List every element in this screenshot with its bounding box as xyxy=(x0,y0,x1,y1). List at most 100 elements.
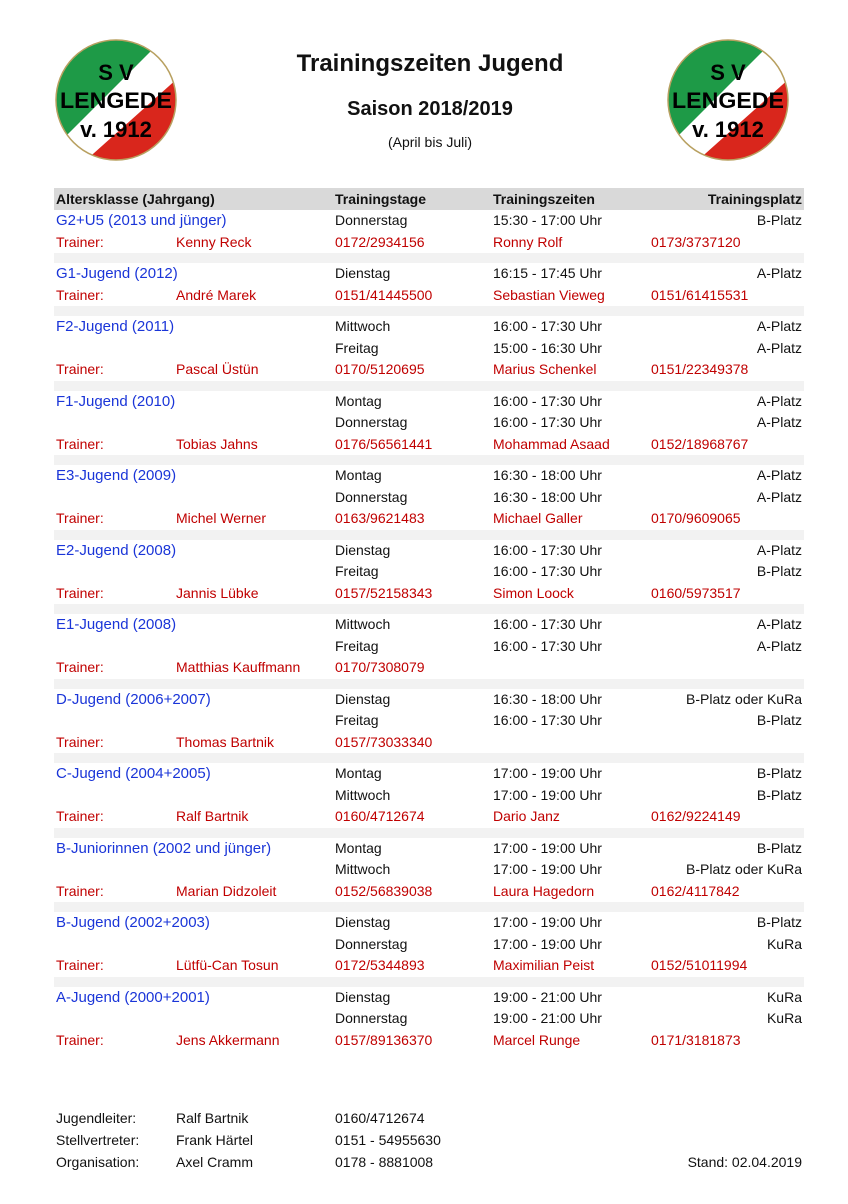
session-row: Donnerstag 16:30 - 18:00 Uhr A-Platz xyxy=(54,487,804,509)
co-trainer-phone: 0152/51011994 xyxy=(651,957,748,973)
age-class-name: F1-Jugend (2010) xyxy=(56,392,176,410)
trainer-name: Lütfü-Can Tosun xyxy=(176,957,279,973)
column-header-times: Trainingszeiten xyxy=(493,191,595,207)
training-day: Dienstag xyxy=(335,265,391,281)
training-day: Montag xyxy=(335,839,382,856)
training-place: B-Platz xyxy=(756,212,802,228)
trainer-row: Trainer: Kenny Reck 0172/2934156 Ronny R… xyxy=(54,232,804,254)
training-day: Freitag xyxy=(335,563,379,579)
training-time: 17:00 - 19:00 Uhr xyxy=(493,765,602,781)
contact-row: Jugendleiter: Ralf Bartnik 0160/4712674 xyxy=(54,1107,804,1129)
age-group: A-Jugend (2000+2001) Dienstag 19:00 - 21:… xyxy=(54,987,804,1052)
trainer-name: Jens Akkermann xyxy=(176,1031,280,1048)
trainer-name: Michel Werner xyxy=(176,510,266,526)
trainer-label: Trainer: xyxy=(56,659,104,675)
trainer-row: Trainer: Pascal Üstün 0170/5120695 Mariu… xyxy=(54,359,804,381)
training-day: Dienstag xyxy=(335,914,391,930)
row-separator xyxy=(54,753,804,763)
training-time: 15:00 - 16:30 Uhr xyxy=(493,339,602,356)
co-trainer-name: Marcel Runge xyxy=(493,1031,581,1048)
age-group: F2-Jugend (2011) Mittwoch 16:00 - 17:30 U… xyxy=(54,316,804,391)
training-place: A-Platz xyxy=(756,392,802,409)
training-place: B-Platz xyxy=(756,786,802,803)
training-place: B-Platz xyxy=(756,914,802,930)
trainer-phone: 0172/2934156 xyxy=(335,233,425,250)
training-time: 16:00 - 17:30 Uhr xyxy=(493,414,602,430)
contact-phone: 0178 - 8881008 xyxy=(335,1154,434,1170)
trainer-name: Tobias Jahns xyxy=(176,435,258,452)
session-row: D-Jugend (2006+2007) Dienstag 16:30 - 18:… xyxy=(54,689,804,711)
age-group: G2+U5 (2013 und jünger) Donnerstag 15:30 … xyxy=(54,210,804,263)
row-separator xyxy=(54,306,804,316)
training-place: KuRa xyxy=(766,988,802,1005)
training-day: Montag xyxy=(335,765,382,781)
training-place: A-Platz xyxy=(756,414,802,430)
training-time: 16:00 - 17:30 Uhr xyxy=(493,392,602,409)
session-row: A-Jugend (2000+2001) Dienstag 19:00 - 21:… xyxy=(54,987,804,1009)
svg-text:LENGEDE: LENGEDE xyxy=(672,88,784,113)
contact-phone: 0151 - 54955630 xyxy=(335,1132,441,1148)
trainer-row: Trainer: Matthias Kauffmann 0170/7308079 xyxy=(54,657,804,679)
trainer-phone: 0152/56839038 xyxy=(335,882,433,899)
row-separator xyxy=(54,678,804,689)
age-class-name: B-Jugend (2002+2003) xyxy=(56,914,210,931)
trainer-phone: 0157/89136370 xyxy=(335,1031,433,1048)
svg-text:v. 1912: v. 1912 xyxy=(80,117,152,142)
session-row: G1-Jugend (2012) Dienstag 16:15 - 17:45 U… xyxy=(54,263,804,285)
co-trainer-phone: 0170/9609065 xyxy=(651,510,741,526)
co-trainer-phone: 0173/3737120 xyxy=(651,233,741,250)
co-trainer-phone: 0151/22349378 xyxy=(651,361,749,377)
training-time: 15:30 - 17:00 Uhr xyxy=(493,212,602,228)
trainer-name: André Marek xyxy=(176,286,257,303)
age-class-name: E1-Jugend (2008) xyxy=(56,616,177,633)
trainer-label: Trainer: xyxy=(56,957,104,973)
co-trainer-name: Mohammad Asaad xyxy=(493,435,610,452)
co-trainer-phone: 0160/5973517 xyxy=(651,584,741,601)
training-day: Freitag xyxy=(335,712,379,728)
training-day: Mittwoch xyxy=(335,786,391,803)
co-trainer-name: Maximilian Peist xyxy=(493,957,595,973)
stand-date: Stand: 02.04.2019 xyxy=(687,1154,802,1170)
trainer-phone: 0170/7308079 xyxy=(335,659,425,675)
trainer-row: Trainer: Ralf Bartnik 0160/4712674 Dario… xyxy=(54,806,804,828)
training-day: Montag xyxy=(335,467,382,483)
training-table: Altersklasse (Jahrgang) Trainingstage Tr… xyxy=(54,188,804,1051)
training-place: A-Platz xyxy=(756,339,802,356)
age-group: E2-Jugend (2008) Dienstag 16:00 - 17:30 U… xyxy=(54,540,804,614)
age-class-name: D-Jugend (2006+2007) xyxy=(56,690,211,708)
column-header-days: Trainingstage xyxy=(335,191,427,207)
co-trainer-name: Simon Loock xyxy=(493,584,574,601)
co-trainer-phone: 0171/3181873 xyxy=(651,1031,741,1048)
period-note: (April bis Juli) xyxy=(387,134,472,150)
training-place: B-Platz oder KuRa xyxy=(686,861,802,877)
training-day: Donnerstag xyxy=(335,212,408,228)
trainer-label: Trainer: xyxy=(56,808,104,824)
club-logo-right: S V LENGEDE v. 1912 xyxy=(667,39,789,161)
training-time: 16:00 - 17:30 Uhr xyxy=(493,563,602,579)
training-time: 19:00 - 21:00 Uhr xyxy=(493,1010,602,1026)
training-day: Donnerstag xyxy=(335,1010,408,1026)
training-place: B-Platz xyxy=(756,839,802,856)
trainer-phone: 0151/41445500 xyxy=(335,286,433,303)
training-place: A-Platz xyxy=(756,541,802,558)
session-row: Donnerstag 17:00 - 19:00 Uhr KuRa xyxy=(54,934,804,956)
age-group: E3-Jugend (2009) Montag 16:30 - 18:00 Uhr… xyxy=(54,465,804,540)
session-row: E3-Jugend (2009) Montag 16:30 - 18:00 Uhr… xyxy=(54,465,804,487)
training-place: A-Platz xyxy=(756,637,802,654)
trainer-row: Trainer: Thomas Bartnik 0157/73033340 xyxy=(54,732,804,754)
trainer-row: Trainer: Tobias Jahns 0176/56561441 Moha… xyxy=(54,434,804,456)
trainer-phone: 0176/56561441 xyxy=(335,435,433,452)
row-separator xyxy=(54,380,804,391)
contact-role: Stellvertreter: xyxy=(56,1132,140,1148)
session-row: Freitag 16:00 - 17:30 Uhr A-Platz xyxy=(54,636,804,658)
training-day: Mittwoch xyxy=(335,318,391,334)
row-separator xyxy=(54,529,804,540)
training-time: 17:00 - 19:00 Uhr xyxy=(493,914,602,930)
session-row: Freitag 16:00 - 17:30 Uhr B-Platz xyxy=(54,561,804,583)
age-class-name: F2-Jugend (2011) xyxy=(56,318,175,335)
age-class-name: E3-Jugend (2009) xyxy=(56,467,177,484)
age-class-name: A-Jugend (2000+2001) xyxy=(56,988,210,1006)
co-trainer-name: Michael Galler xyxy=(493,510,583,526)
trainer-name: Kenny Reck xyxy=(176,233,252,250)
trainer-label: Trainer: xyxy=(56,510,104,526)
